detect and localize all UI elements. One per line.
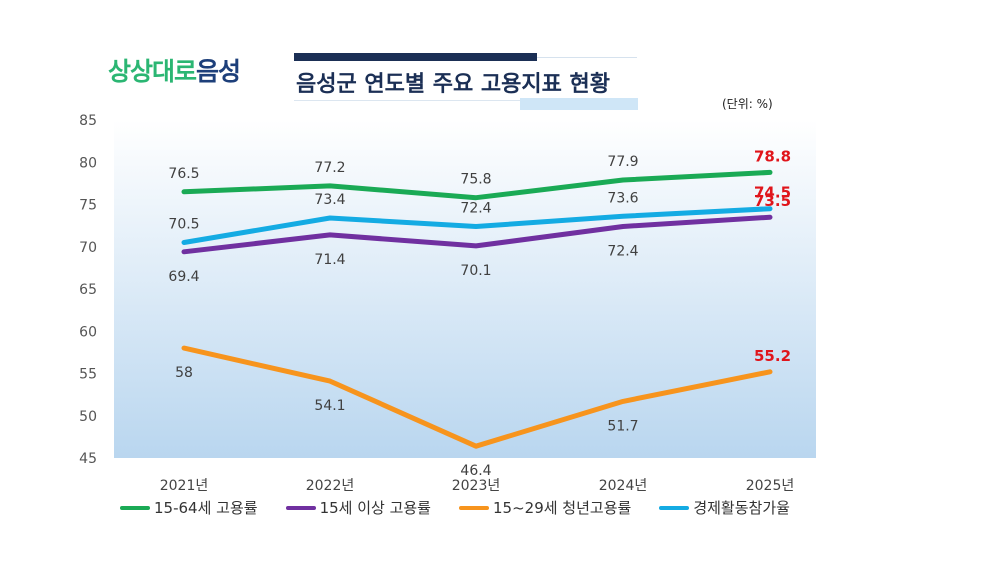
legend-item: 15~29세 청년고용률: [459, 497, 631, 518]
title-bar: [294, 53, 537, 61]
series-lines: [181, 169, 773, 449]
plot-area: [114, 120, 816, 458]
x-tick-label: 2022년: [306, 478, 355, 494]
x-tick-label: 2025년: [746, 478, 795, 494]
data-label: 55.2: [754, 347, 791, 365]
data-label: 74.5: [754, 184, 791, 202]
x-axis: 2021년 2022년 2023년 2024년 2025년: [160, 478, 795, 494]
series-line-1: [181, 214, 773, 255]
legend-swatch-1: [285, 505, 316, 510]
data-label: 54.1: [314, 398, 345, 414]
logo: 상상대로음성: [108, 52, 241, 88]
data-label: 51.7: [607, 418, 638, 434]
data-label: 58: [175, 365, 193, 381]
page-title: 음성군 연도별 주요 고용지표 현황: [296, 72, 610, 97]
title-bar-line: [537, 57, 637, 58]
data-label: 46.4: [460, 463, 491, 479]
title-underline: [294, 100, 520, 101]
y-axis: 45 50 55 60 65 70 75 80 85: [79, 113, 97, 467]
y-tick-label: 70: [79, 240, 97, 256]
y-tick-label: 85: [79, 113, 97, 129]
legend-item: 15-64세 고용률: [120, 497, 258, 518]
data-label: 70.5: [168, 217, 199, 233]
data-label: 77.9: [607, 154, 638, 170]
y-tick-label: 55: [79, 367, 97, 383]
legend-label: 15세 이상 고용률: [319, 499, 431, 517]
x-tick-label: 2024년: [599, 478, 648, 494]
data-label: 73.6: [607, 190, 638, 206]
data-label: 73.4: [314, 192, 345, 208]
data-label: 77.2: [314, 160, 345, 176]
data-label: 72.4: [460, 200, 491, 216]
data-label: 73.5: [754, 192, 791, 210]
x-tick-label: 2023년: [452, 478, 501, 494]
unit-label: (단위: %): [722, 97, 773, 111]
y-tick-label: 60: [79, 324, 97, 340]
data-label: 71.4: [314, 252, 345, 268]
legend: 15-64세 고용률 15세 이상 고용률 15~29세 청년고용률 경제활동참…: [120, 497, 818, 518]
legend-label: 15-64세 고용률: [154, 499, 258, 517]
y-tick-label: 75: [79, 198, 97, 214]
title-accent: [520, 98, 638, 110]
legend-item: 경제활동참가율: [659, 497, 790, 518]
data-label: 78.8: [754, 147, 791, 165]
data-label: 69.4: [168, 269, 199, 285]
data-label: 70.1: [460, 263, 491, 279]
y-tick-label: 80: [79, 155, 97, 171]
series-line-2: [181, 345, 773, 449]
y-tick-label: 45: [79, 451, 97, 467]
series-line-0: [181, 169, 773, 201]
y-tick-label: 50: [79, 409, 97, 425]
legend-item: 15세 이상 고용률: [285, 497, 431, 518]
legend-swatch-0: [120, 505, 150, 510]
logo-part1: 상상대로: [108, 57, 197, 86]
data-labels: 76.5 77.2 75.8 77.9 78.8 69.4 71.4 70.1 72.4 73.5…: [168, 147, 791, 479]
legend-swatch-3: [659, 505, 690, 510]
y-tick-label: 65: [79, 282, 97, 298]
logo-part2: 음성: [196, 57, 241, 86]
x-tick-label: 2021년: [160, 478, 209, 494]
legend-label: 15~29세 청년고용률: [493, 499, 632, 517]
data-label: 72.4: [607, 243, 638, 259]
legend-swatch-2: [459, 505, 489, 510]
data-label: 75.8: [460, 172, 491, 188]
series-line-3: [181, 206, 773, 245]
data-label: 76.5: [168, 166, 199, 182]
legend-label: 경제활동참가율: [693, 499, 790, 517]
